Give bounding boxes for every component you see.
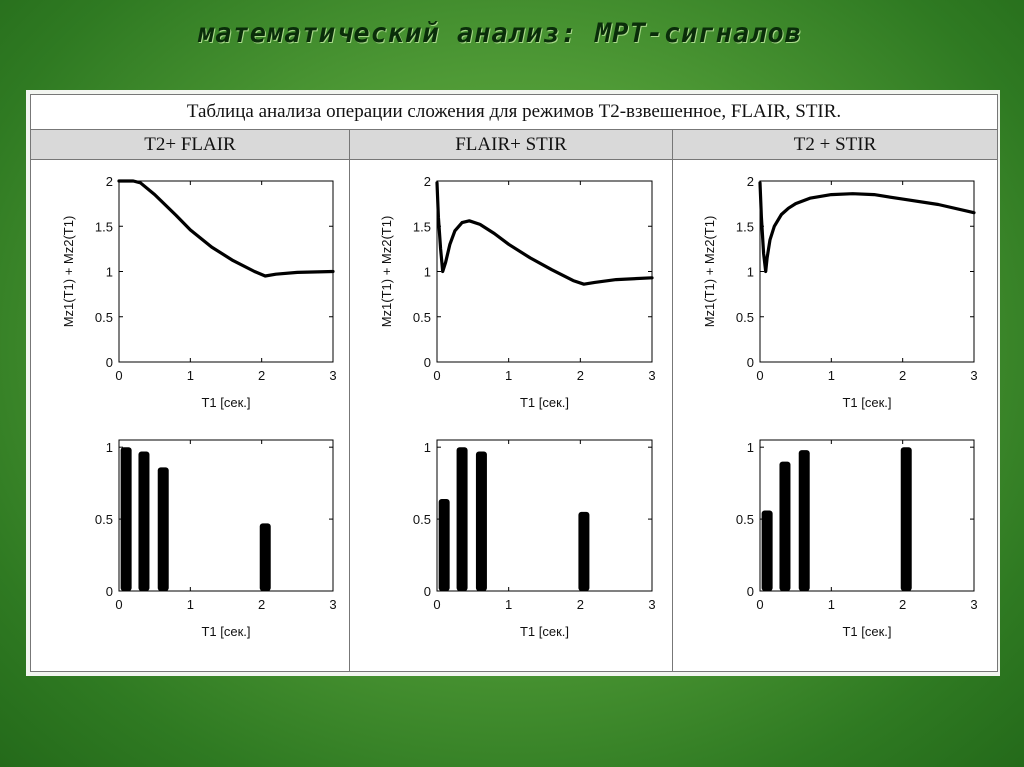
table-caption: Таблица анализа операции сложения для ре…	[31, 95, 997, 130]
x-tick-label: 2	[258, 368, 265, 383]
plot-frame	[118, 439, 334, 592]
bar	[475, 451, 487, 591]
x-tick-label: 3	[970, 368, 977, 383]
x-tick-label: 2	[899, 597, 906, 612]
slide-title: математический анализ: МРТ-сигналов	[198, 18, 802, 49]
y-tick-label: 0.5	[95, 512, 113, 527]
bar	[456, 447, 468, 591]
bar	[120, 447, 132, 591]
x-tick-label: 2	[577, 368, 584, 383]
content-panel: Таблица анализа операции сложения для ре…	[26, 90, 1000, 676]
y-tick-label: 1.5	[95, 219, 113, 234]
y-tick-label: 0.5	[736, 512, 754, 527]
y-tick-label: 0	[106, 584, 113, 599]
x-tick-label: 1	[505, 368, 512, 383]
x-tick-label: 0	[756, 597, 763, 612]
x-tick-label: 0	[115, 368, 122, 383]
y-tick-label: 2	[424, 174, 431, 189]
x-axis-label: T1 [сек.]	[201, 624, 250, 639]
bar	[157, 467, 169, 591]
bar	[259, 523, 271, 591]
data-line	[117, 179, 335, 278]
y-tick-label: 0	[747, 584, 754, 599]
x-tick-label: 0	[115, 597, 122, 612]
y-tick-label: 0	[424, 584, 431, 599]
y-tick-label: 0.5	[413, 512, 431, 527]
x-tick-label: 3	[970, 597, 977, 612]
y-tick-label: 1	[106, 265, 113, 280]
y-tick-label: 1.5	[413, 219, 431, 234]
x-tick-label: 1	[505, 597, 512, 612]
x-tick-label: 2	[258, 597, 265, 612]
bar	[761, 510, 773, 591]
x-axis-label: T1 [сек.]	[520, 624, 569, 639]
x-tick-label: 3	[648, 368, 655, 383]
y-tick-label: 2	[747, 174, 754, 189]
x-axis-label: T1 [сек.]	[842, 624, 891, 639]
column-header-t2-stir: T2 + STIR	[673, 130, 997, 160]
y-tick-label: 0.5	[95, 310, 113, 325]
column-divider	[672, 130, 673, 671]
x-tick-label: 2	[577, 597, 584, 612]
plot-frame	[759, 180, 975, 363]
y-tick-label: 1	[424, 265, 431, 280]
x-tick-label: 1	[187, 597, 194, 612]
x-tick-label: 0	[433, 597, 440, 612]
column-divider	[349, 130, 350, 671]
x-axis-label: T1 [сек.]	[201, 395, 250, 410]
plot-frame	[436, 439, 653, 592]
x-tick-label: 1	[828, 597, 835, 612]
x-tick-label: 3	[648, 597, 655, 612]
x-tick-label: 1	[828, 368, 835, 383]
y-tick-label: 1	[424, 440, 431, 455]
bar	[578, 511, 590, 591]
y-tick-label: 0.5	[736, 310, 754, 325]
x-tick-label: 3	[329, 368, 336, 383]
x-tick-label: 1	[187, 368, 194, 383]
y-tick-label: 1.5	[736, 219, 754, 234]
y-tick-label: 0	[106, 355, 113, 370]
y-axis-label: Mz1(T1) + Mz2(T1)	[61, 216, 76, 328]
x-tick-label: 2	[899, 368, 906, 383]
y-tick-label: 1	[747, 440, 754, 455]
bar	[438, 498, 450, 591]
analysis-table: Таблица анализа операции сложения для ре…	[30, 94, 998, 672]
y-tick-label: 0	[424, 355, 431, 370]
x-axis-label: T1 [сек.]	[842, 395, 891, 410]
column-header-flair-stir: FLAIR+ STIR	[350, 130, 672, 160]
plot-frame	[436, 180, 653, 363]
y-axis-label: Mz1(T1) + Mz2(T1)	[379, 216, 394, 328]
x-tick-label: 3	[329, 597, 336, 612]
y-tick-label: 1	[747, 265, 754, 280]
y-tick-label: 2	[106, 174, 113, 189]
y-tick-label: 1	[106, 440, 113, 455]
y-tick-label: 0.5	[413, 310, 431, 325]
plot-frame	[759, 439, 975, 592]
bar	[900, 447, 912, 591]
data-line	[758, 181, 976, 274]
bar	[779, 461, 791, 591]
y-axis-label: Mz1(T1) + Mz2(T1)	[702, 216, 717, 328]
x-tick-label: 0	[756, 368, 763, 383]
x-tick-label: 0	[433, 368, 440, 383]
bar	[798, 450, 810, 591]
data-line	[435, 181, 654, 286]
column-header-t2-flair: T2+ FLAIR	[31, 130, 349, 160]
y-tick-label: 0	[747, 355, 754, 370]
bar	[138, 451, 150, 591]
x-axis-label: T1 [сек.]	[520, 395, 569, 410]
